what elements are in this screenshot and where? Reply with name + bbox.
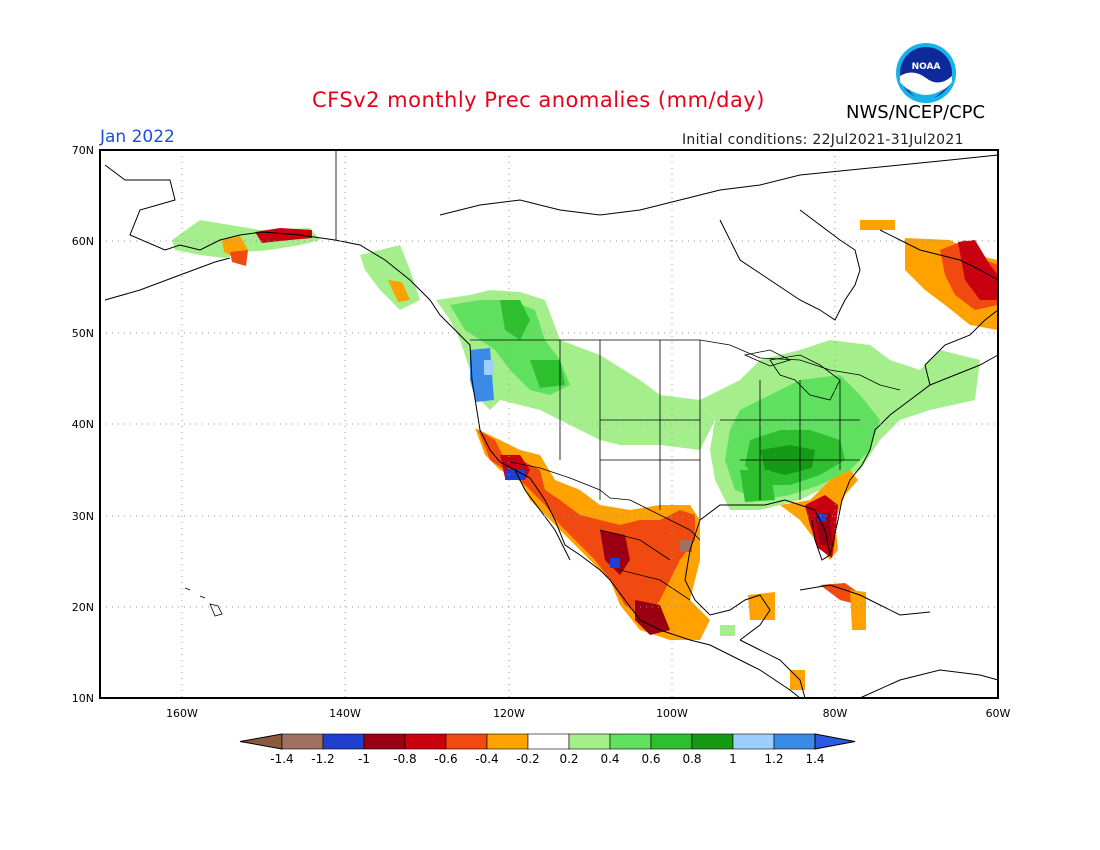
coastline-gulf [684, 519, 771, 641]
coastline-cuba [799, 584, 931, 616]
map-frame [99, 149, 999, 699]
agency-label: NWS/NCEP/CPC [846, 102, 986, 123]
lat-label: 70N [72, 144, 94, 157]
colorbar-segment [568, 733, 611, 750]
lakes [743, 349, 841, 401]
coastline-central-america [739, 639, 806, 699]
anomaly-region [958, 240, 998, 300]
anomaly-region [500, 300, 530, 340]
anomaly-region [505, 470, 525, 480]
initial-conditions: Initial conditions: 22Jul2021-31Jul2021 [682, 132, 964, 148]
coastline-arctic [439, 154, 999, 216]
anomaly-region [850, 590, 866, 630]
coastline-alaska [104, 164, 441, 316]
coastline-pacific [439, 314, 801, 699]
colorbar-label: -1.2 [311, 752, 334, 766]
colorbar-segment [773, 733, 816, 750]
coastline-hudson [719, 209, 861, 321]
anomaly-region [635, 600, 670, 635]
lon-label: 80W [823, 707, 848, 720]
anomaly-region [748, 592, 775, 620]
coastline-canada-east [924, 309, 999, 386]
colorbar-arrow-left [239, 733, 283, 750]
colorbar-label: -1.4 [270, 752, 293, 766]
colorbar-segment [691, 733, 734, 750]
anomaly-region [610, 558, 620, 568]
colorbar-segment [322, 733, 365, 750]
anomaly-region [478, 430, 695, 620]
lat-label: 30N [72, 510, 94, 523]
colorbar-segment [527, 733, 570, 750]
chart-title: CFSv2 monthly Prec anomalies (mm/day) [312, 88, 765, 112]
coastline-baja [514, 469, 571, 561]
anomaly-region [720, 625, 735, 636]
islands [184, 587, 223, 617]
colorbar-label: -0.4 [475, 752, 498, 766]
lon-label: 140W [329, 707, 361, 720]
colorbar-segment [486, 733, 529, 750]
colorbar-segment [404, 733, 447, 750]
latitude-labels: 70N 60N 50N 40N 30N 20N 10N [72, 144, 94, 705]
island-hawaii [184, 587, 223, 617]
lat-label: 60N [72, 235, 94, 248]
border-us-states [559, 340, 860, 520]
lat-label: 10N [72, 692, 94, 705]
political-borders [335, 150, 901, 601]
colorbar-segment [281, 733, 324, 750]
lake-great-lakes [769, 354, 841, 401]
colorbar-segment [650, 733, 693, 750]
lake-superior [743, 349, 792, 367]
colorbar-segment [363, 733, 406, 750]
border-mexico-states [599, 529, 691, 601]
grid-lines [100, 150, 998, 698]
lat-label: 20N [72, 601, 94, 614]
forecast-month: Jan 2022 [100, 127, 175, 147]
colorbar-label: -0.6 [434, 752, 457, 766]
colorbar-segment [609, 733, 652, 750]
anomaly-region [740, 470, 775, 502]
colorbar-arrow-right [814, 733, 856, 750]
anomaly-region [530, 360, 565, 388]
lon-label: 100W [656, 707, 688, 720]
colorbar-label: -0.8 [393, 752, 416, 766]
colorbar-label: 0.2 [559, 752, 578, 766]
anomaly-region [790, 670, 805, 690]
coastline-labrador [879, 229, 999, 281]
colorbar-label: 0.6 [641, 752, 660, 766]
lat-label: 40N [72, 418, 94, 431]
anomaly-region [860, 220, 895, 230]
colorbar-label: -0.2 [516, 752, 539, 766]
lon-label: 120W [493, 707, 525, 720]
anomaly-region [484, 360, 494, 375]
anomaly-region [230, 250, 248, 266]
logo-text: NOAA [912, 62, 941, 72]
colorbar-segment [445, 733, 488, 750]
lon-label: 160W [166, 707, 198, 720]
noaa-logo-icon: NOAA [896, 43, 956, 103]
colorbar-label: 0.4 [600, 752, 619, 766]
colorbar-label: 1 [729, 752, 737, 766]
lat-label: 50N [72, 327, 94, 340]
anomaly-region [388, 280, 410, 302]
coastline-atlantic [829, 354, 999, 556]
lon-label: 60W [986, 707, 1011, 720]
coastlines [104, 154, 999, 699]
colorbar: -1.4 -1.2 -1 -0.8 -0.6 -0.4 -0.2 0.2 0.4 0.6 0.8 1 1… [239, 733, 856, 766]
colorbar-label: 0.8 [682, 752, 701, 766]
anomaly-region [360, 245, 420, 310]
coastline-south-america [859, 669, 999, 699]
border-us-mexico [509, 461, 701, 541]
colorbar-label: 1.4 [805, 752, 824, 766]
longitude-labels: 160W 140W 120W 100W 80W 60W [166, 707, 1010, 720]
colorbar-label: -1 [358, 752, 370, 766]
colorbar-label: 1.2 [764, 752, 783, 766]
anomaly-region [255, 228, 312, 243]
coastline-aleutians [104, 257, 231, 301]
colorbar-segment [732, 733, 775, 750]
anomaly-region [600, 530, 630, 575]
anomaly-region [680, 540, 692, 552]
anomaly-fills [172, 220, 998, 690]
coastline-gulf-north [699, 499, 831, 561]
